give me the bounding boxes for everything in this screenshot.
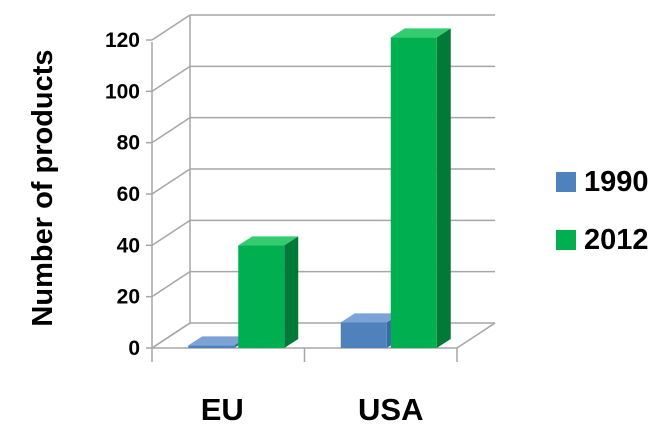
legend-label: 2012 xyxy=(584,224,649,256)
y-tick-label: 80 xyxy=(117,132,140,155)
bar-side xyxy=(284,236,299,348)
legend: 1990 2012 xyxy=(556,166,649,256)
bar-front xyxy=(238,245,285,348)
bar-2012-usa xyxy=(390,28,451,349)
bar-top xyxy=(390,28,451,38)
y-axis-ticks: 0 20 40 60 80 100 120 xyxy=(105,29,140,360)
x-category-label: USA xyxy=(358,392,423,425)
legend-item: 1990 xyxy=(556,166,649,198)
y-tick-label: 60 xyxy=(117,183,140,206)
bar-side xyxy=(436,28,451,349)
bar-front xyxy=(188,345,235,348)
gridline-diagonal xyxy=(151,65,191,92)
gridline-diagonal xyxy=(151,168,191,195)
gridline-diagonal xyxy=(151,271,191,298)
floor-right-edge xyxy=(456,322,496,349)
y-tick-label: 100 xyxy=(105,80,140,103)
y-axis-label: Number of products xyxy=(27,49,59,326)
y-tick-label: 20 xyxy=(117,286,140,309)
y-tick-label: 120 xyxy=(105,29,140,52)
gridline-diagonal xyxy=(151,14,191,41)
bar-top xyxy=(238,236,299,246)
gridline-diagonal xyxy=(151,322,191,349)
legend-label: 1990 xyxy=(584,166,649,198)
gridline-diagonal xyxy=(151,219,191,246)
bar-top xyxy=(188,336,249,346)
bar-2012-eu xyxy=(238,236,299,348)
bars xyxy=(188,28,451,349)
bar-front xyxy=(340,322,387,348)
gridline-diagonal xyxy=(151,117,191,144)
y-tick-label: 40 xyxy=(117,234,140,257)
bar-top xyxy=(340,313,401,323)
legend-swatch xyxy=(556,172,576,192)
x-category-label: EU xyxy=(201,392,244,425)
bar-front xyxy=(390,37,437,348)
legend-item: 2012 xyxy=(556,224,649,256)
bar-1990-usa xyxy=(340,313,401,348)
x-axis-categories: EU USA xyxy=(201,392,424,425)
y-tick-label: 0 xyxy=(128,337,140,360)
legend-swatch xyxy=(556,230,576,250)
